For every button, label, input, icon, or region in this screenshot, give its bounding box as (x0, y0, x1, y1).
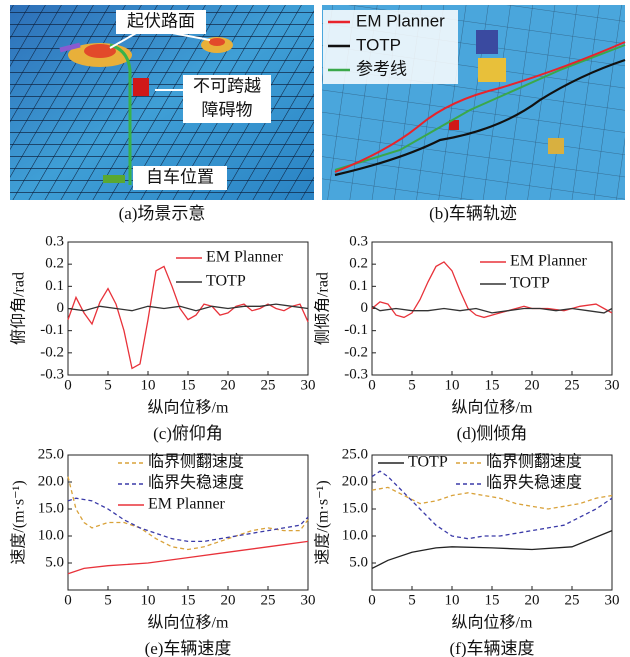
series-line (371, 486, 613, 510)
x-tick-label: 0 (368, 377, 376, 393)
caption: (c)俯仰角 (153, 424, 223, 443)
y-tick-label: 0.1 (45, 278, 64, 294)
y-tick-label: 5.0 (349, 554, 368, 570)
caption: (a)场景示意 (119, 204, 206, 223)
x-tick-label: 5 (104, 592, 112, 608)
x-tick-label: 25 (261, 377, 276, 393)
y-axis-label: 速度/(m·s⁻¹) (314, 480, 332, 564)
legend-label: 临界失稳速度 (148, 474, 244, 492)
y-tick-label: 10.0 (38, 527, 64, 543)
x-tick-label: 30 (301, 592, 316, 608)
y-tick-label: 0 (361, 300, 369, 316)
x-tick-label: 10 (141, 377, 156, 393)
legend-label: EM Planner (510, 253, 588, 270)
series-line (67, 303, 309, 312)
series-line (67, 497, 309, 543)
series-line (371, 529, 613, 569)
x-tick-label: 15 (181, 592, 196, 608)
caption: (e)车辆速度 (145, 639, 232, 657)
x-tick-label: 25 (565, 592, 580, 608)
legend-label: TOTP (510, 275, 550, 292)
x-tick-label: 0 (64, 377, 72, 393)
y-tick-label: 5.0 (45, 554, 64, 570)
caption: (d)侧倾角 (457, 424, 528, 443)
x-axis-label: 纵向位移/m (148, 399, 229, 417)
x-tick-label: 15 (181, 377, 196, 393)
legend-label: 临界侧翻速度 (148, 453, 244, 471)
scene-label: 不可跨越 (193, 76, 261, 95)
x-axis-label: 纵向位移/m (148, 614, 229, 632)
series-line (371, 305, 613, 314)
legend-label: 临界侧翻速度 (486, 453, 582, 471)
legend-label: 临界失稳速度 (486, 474, 582, 492)
y-tick-label: -0.3 (40, 366, 64, 382)
legend-label: EM Planner (206, 249, 284, 266)
scene-label: 自车位置 (146, 167, 214, 186)
series-line (371, 470, 613, 540)
legend-label: EM Planner (148, 496, 226, 513)
y-tick-label: 20.0 (38, 473, 64, 489)
x-axis-label: 纵向位移/m (452, 399, 533, 417)
y-tick-label: 15.0 (342, 500, 368, 516)
trajectory-image (322, 5, 626, 200)
x-tick-label: 30 (605, 592, 620, 608)
y-tick-label: 0.1 (349, 278, 368, 294)
scene-label: 起伏路面 (127, 11, 195, 30)
x-tick-label: 0 (368, 592, 376, 608)
y-axis-label: 速度/(m·s⁻¹) (10, 480, 28, 564)
y-tick-label: 0.2 (349, 256, 368, 272)
x-tick-label: 15 (485, 592, 500, 608)
y-tick-label: 0.2 (45, 256, 64, 272)
y-tick-label: -0.2 (40, 344, 64, 360)
legend-label: 参考线 (356, 59, 407, 78)
legend-label: TOTP (408, 454, 448, 471)
y-tick-label: -0.1 (40, 322, 64, 338)
scene-label: 障碍物 (202, 100, 253, 119)
x-tick-label: 25 (565, 377, 580, 393)
y-tick-label: 0.3 (45, 233, 64, 249)
x-tick-label: 0 (64, 592, 72, 608)
y-tick-label: 20.0 (342, 473, 368, 489)
y-tick-label: -0.3 (344, 366, 368, 382)
y-tick-label: 15.0 (38, 500, 64, 516)
x-tick-label: 20 (525, 377, 540, 393)
x-tick-label: 30 (301, 377, 316, 393)
legend-label: EM Planner (356, 11, 445, 30)
legend-label: TOTP (356, 35, 401, 54)
x-tick-label: 25 (261, 592, 276, 608)
scene-image: 起伏路面 不可跨越 障碍物 自车位置 (10, 5, 314, 200)
x-axis-label: 纵向位移/m (452, 614, 533, 632)
x-tick-label: 30 (605, 377, 620, 393)
x-tick-label: 5 (104, 377, 112, 393)
x-tick-label: 20 (221, 592, 236, 608)
y-axis-label: 俯仰角/rad (10, 272, 28, 345)
y-tick-label: 25.0 (342, 446, 368, 462)
series-line (67, 540, 309, 575)
y-tick-label: 0.3 (349, 233, 368, 249)
y-tick-label: -0.1 (344, 322, 368, 338)
x-tick-label: 10 (141, 592, 156, 608)
x-tick-label: 20 (221, 377, 236, 393)
x-tick-label: 5 (408, 592, 416, 608)
y-tick-label: 25.0 (38, 446, 64, 462)
x-tick-label: 10 (445, 592, 460, 608)
series-line (67, 265, 309, 370)
y-tick-label: 10.0 (342, 527, 368, 543)
caption: (f)车辆速度 (450, 639, 535, 657)
x-tick-label: 5 (408, 377, 416, 393)
x-tick-label: 20 (525, 592, 540, 608)
legend-label: TOTP (206, 273, 246, 290)
x-tick-label: 15 (485, 377, 500, 393)
caption: (b)车辆轨迹 (429, 204, 517, 223)
y-tick-label: 0 (57, 300, 65, 316)
series-line (67, 476, 309, 551)
y-axis-label: 侧倾角/rad (314, 272, 332, 345)
x-tick-label: 10 (445, 377, 460, 393)
y-tick-label: -0.2 (344, 344, 368, 360)
